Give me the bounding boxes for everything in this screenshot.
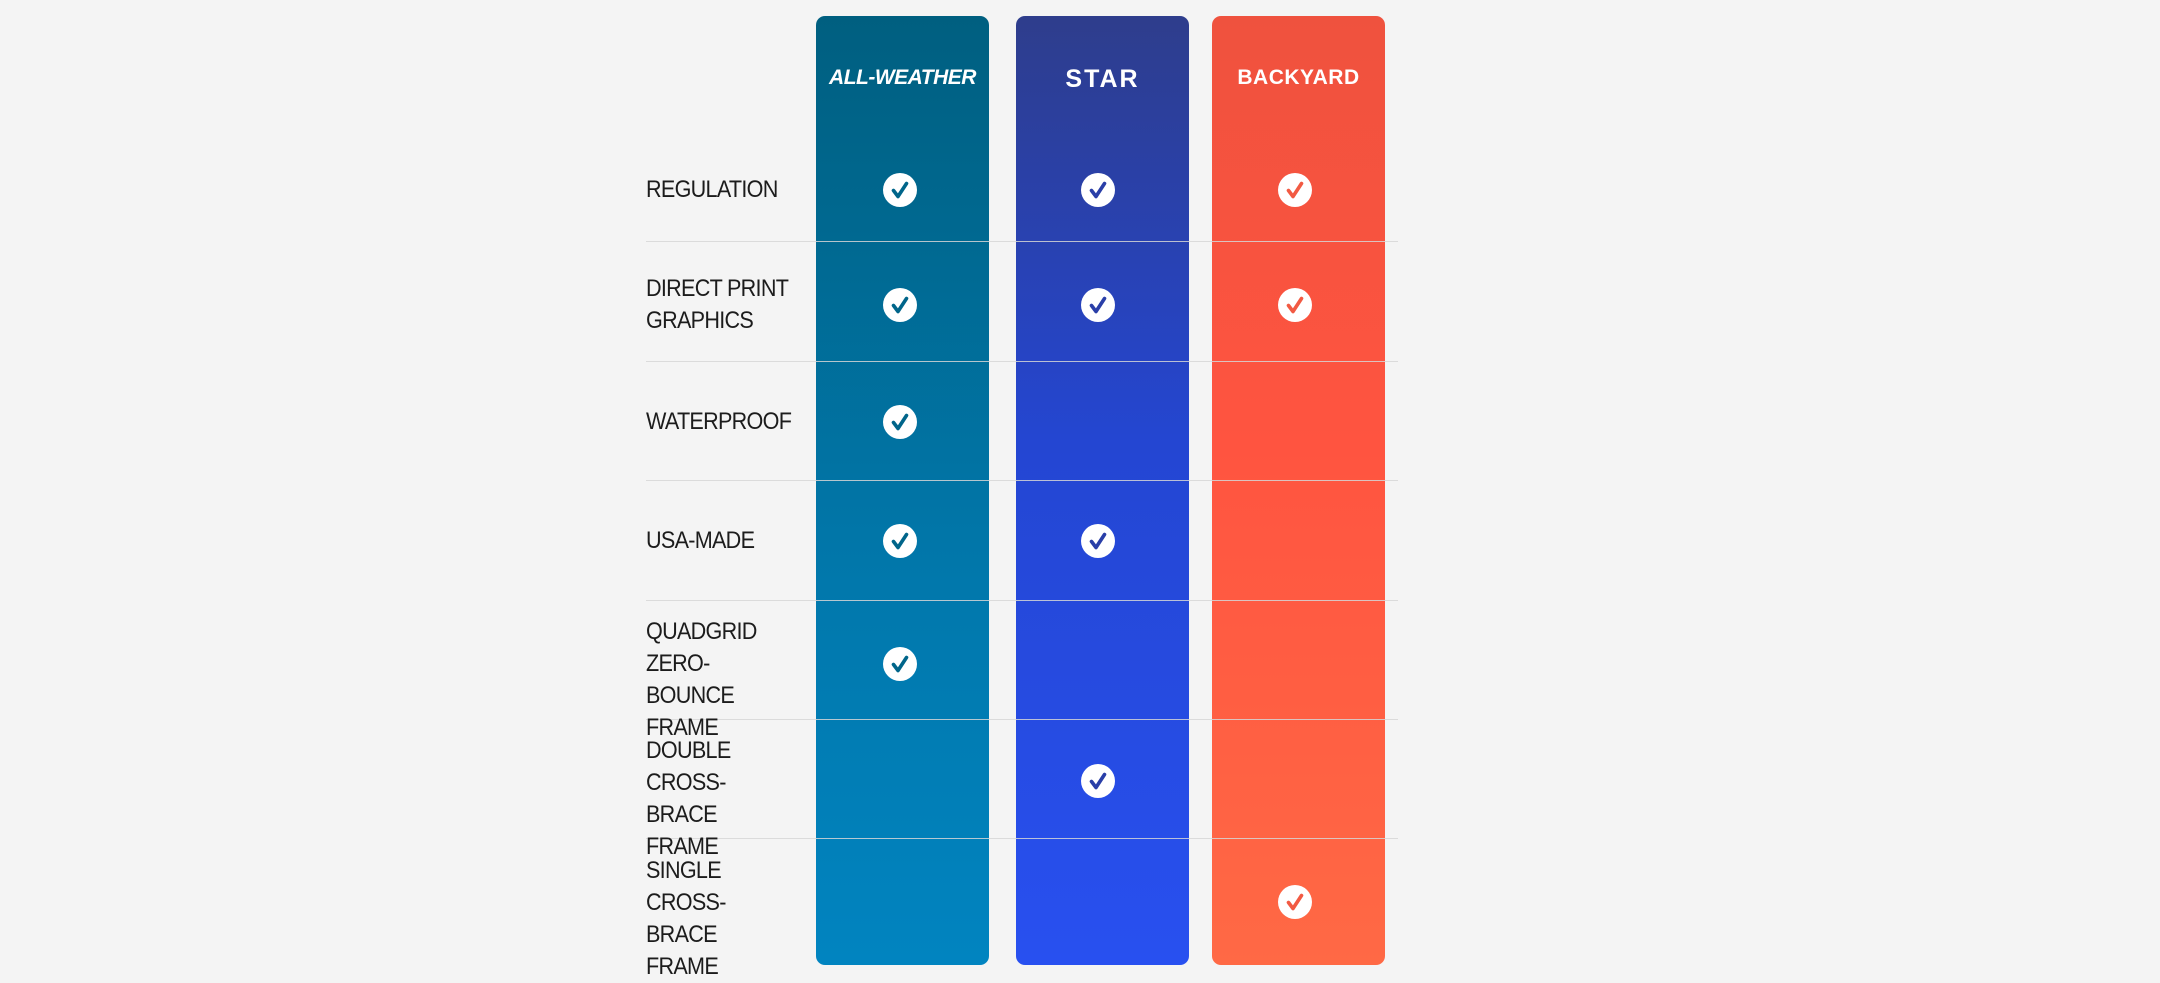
column-backyard: BACKYARD xyxy=(1212,16,1385,965)
row-label: USA-MADE xyxy=(646,527,755,554)
checkmark-icon xyxy=(1278,288,1312,322)
column-title-star: STAR xyxy=(1065,65,1140,93)
row-label: DIRECT PRINT GRAPHICS xyxy=(646,275,789,334)
row-divider xyxy=(646,600,1398,601)
checkmark-icon xyxy=(1081,524,1115,558)
checkmark-icon xyxy=(883,405,917,439)
column-all-weather: ALL-WEATHER xyxy=(816,16,989,965)
checkmark-icon xyxy=(883,647,917,681)
row-divider xyxy=(646,719,1398,720)
row-divider xyxy=(646,480,1398,481)
column-title-backyard: BACKYARD xyxy=(1237,66,1360,89)
checkmark-icon xyxy=(1081,173,1115,207)
row-label: WATERPROOF xyxy=(646,408,792,435)
checkmark-icon xyxy=(883,524,917,558)
checkmark-icon xyxy=(1278,173,1312,207)
checkmark-icon xyxy=(1081,288,1115,322)
checkmark-icon xyxy=(1278,885,1312,919)
row-divider xyxy=(646,361,1398,362)
column-title-all-weather: ALL-WEATHER xyxy=(829,66,976,89)
row-label: QUADGRID ZERO-BOUNCE FRAME xyxy=(646,618,757,741)
checkmark-icon xyxy=(883,173,917,207)
checkmark-icon xyxy=(1081,764,1115,798)
column-star: STAR xyxy=(1016,16,1189,965)
checkmark-icon xyxy=(883,288,917,322)
row-label: REGULATION xyxy=(646,176,778,203)
row-label: SINGLE CROSS-BRACE FRAME xyxy=(646,857,726,980)
row-divider xyxy=(646,838,1398,839)
row-divider xyxy=(646,241,1398,242)
row-label: DOUBLE CROSS-BRACE FRAME xyxy=(646,737,731,860)
